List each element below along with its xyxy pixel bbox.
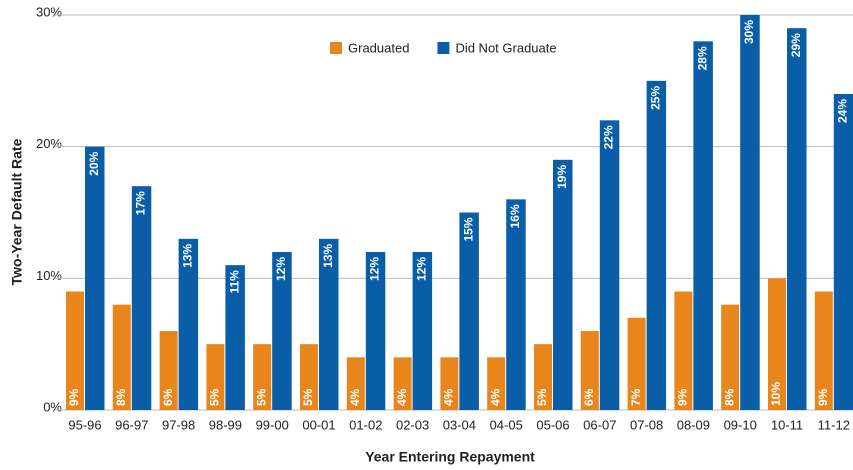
bar (225, 265, 245, 410)
value-label: 4% (395, 388, 409, 406)
value-label: 13% (181, 244, 195, 268)
value-label: 9% (816, 388, 830, 406)
legend-label: Graduated (348, 40, 409, 55)
legend-label: Did Not Graduate (455, 40, 556, 55)
x-tick-label: 03-04 (443, 417, 476, 432)
bar (693, 41, 713, 410)
x-tick-label: 06-07 (583, 417, 616, 432)
bar (646, 80, 667, 410)
value-label: 15% (461, 217, 475, 241)
bar (599, 120, 620, 410)
bar (319, 238, 339, 410)
y-tick-label: 10% (36, 268, 62, 283)
value-label: 9% (67, 388, 81, 406)
x-tick-label: 11-12 (818, 417, 850, 432)
bar (159, 331, 178, 410)
x-tick-label: 09-10 (724, 417, 757, 432)
y-tick-label: 20% (36, 136, 62, 151)
x-tick-label: 08-09 (677, 417, 710, 432)
value-label: 5% (535, 388, 549, 406)
y-tick-label: 30% (36, 4, 62, 19)
value-label: 6% (161, 388, 175, 406)
value-label: 4% (442, 388, 456, 406)
bar (412, 252, 433, 410)
value-label: 8% (114, 388, 128, 406)
y-axis-label: Two-Year Default Rate (9, 138, 25, 285)
legend-swatch (330, 42, 342, 54)
value-label: 17% (134, 191, 148, 215)
value-label: 12% (415, 257, 429, 281)
y-tick-label: 0% (43, 399, 62, 414)
bar (580, 331, 599, 410)
value-label: 5% (208, 388, 222, 406)
value-label: 19% (555, 165, 569, 189)
bar (814, 291, 833, 410)
value-label: 11% (227, 270, 241, 294)
bar (85, 146, 105, 410)
x-tick-label: 10-11 (771, 417, 803, 432)
bar (627, 317, 646, 410)
bar (740, 15, 760, 410)
x-tick-label: 02-03 (396, 417, 429, 432)
value-label: 6% (582, 388, 596, 406)
value-label: 9% (676, 388, 690, 406)
value-label: 12% (274, 257, 288, 281)
value-label: 22% (602, 125, 616, 149)
x-tick-label: 00-01 (302, 417, 335, 432)
x-tick-label: 05-06 (536, 417, 569, 432)
value-label: 30% (742, 20, 756, 44)
bar (112, 304, 131, 410)
value-label: 25% (649, 86, 663, 110)
bar (721, 304, 740, 410)
x-tick-label: 04-05 (490, 417, 523, 432)
value-label: 28% (695, 46, 709, 70)
bar (506, 199, 526, 410)
bar (768, 278, 786, 410)
legend-swatch (437, 42, 450, 54)
bar (534, 344, 552, 410)
bar (487, 357, 506, 410)
bar (300, 344, 318, 410)
x-tick-label: 98-99 (209, 417, 242, 432)
value-label: 16% (508, 204, 522, 228)
value-label: 4% (488, 388, 502, 406)
bar (66, 291, 84, 410)
bar (459, 212, 479, 410)
value-label: 24% (836, 99, 850, 123)
x-axis-label: Year Entering Repayment (365, 449, 535, 465)
x-tick-label: 96-97 (115, 417, 148, 432)
x-tick-label: 07-08 (630, 417, 663, 432)
bar (365, 252, 386, 410)
x-tick-label: 01-02 (349, 417, 382, 432)
bar (833, 94, 853, 410)
bar (131, 186, 152, 410)
value-label: 20% (87, 151, 101, 175)
bar (674, 291, 693, 410)
value-label: 12% (368, 257, 382, 281)
value-label: 29% (789, 33, 803, 57)
value-label: 5% (301, 388, 315, 406)
bar (553, 159, 573, 410)
bar (787, 28, 807, 411)
bar (346, 357, 365, 410)
bar (393, 357, 412, 410)
value-label: 5% (254, 388, 268, 406)
value-label: 4% (348, 388, 362, 406)
bar (440, 357, 459, 410)
value-label: 8% (722, 388, 736, 406)
value-label: 7% (629, 388, 643, 406)
x-tick-label: 97-98 (162, 417, 195, 432)
value-label: 13% (321, 244, 335, 268)
value-label: 10% (769, 382, 783, 406)
bar (253, 344, 272, 410)
bar (272, 252, 292, 410)
bar (206, 344, 225, 410)
x-tick-label: 99-00 (256, 417, 289, 432)
x-tick-label: 95-96 (68, 417, 101, 432)
bar (178, 238, 199, 410)
